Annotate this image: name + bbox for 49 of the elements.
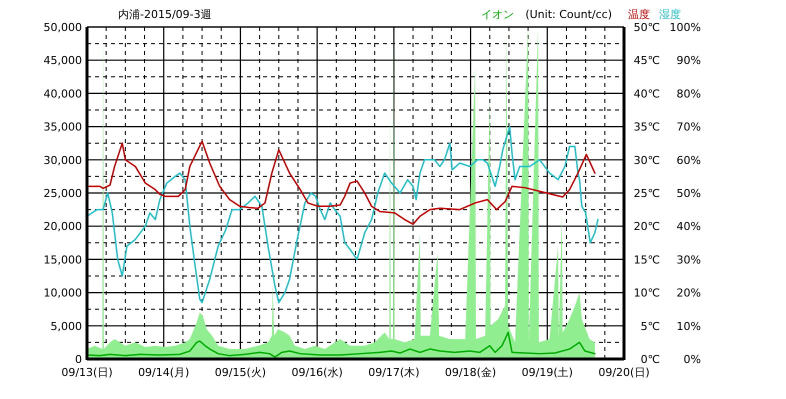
y3-tick-label: 70%	[676, 120, 701, 134]
y-tick-label: 30,000	[44, 154, 82, 167]
x-tick-label: 09/13(日)	[61, 366, 113, 379]
y3-tick-label: 20%	[676, 286, 701, 300]
text: (Unit: Count/cc)	[525, 8, 612, 21]
line-series	[86, 140, 596, 225]
x-tick-label: 09/17(木)	[368, 366, 420, 379]
y2-tick-label: 20℃	[634, 220, 660, 234]
x-tick-label: 09/15(火)	[214, 366, 266, 379]
y2-tick-label: 50℃	[634, 21, 660, 34]
x-tick-label: 09/20(日)	[598, 366, 650, 379]
y2-tick-label: 15℃	[634, 253, 660, 266]
y-tick-label: 15,000	[44, 253, 82, 266]
y2-tick-label: 30℃	[634, 154, 660, 167]
y2-tick-label: 45℃	[634, 54, 660, 68]
y2-tick-label: 35℃	[634, 120, 660, 134]
y3-tick-label: 30%	[676, 253, 701, 266]
y3-axis-title: 湿度	[659, 8, 681, 21]
y3-tick-label: 90%	[676, 54, 701, 68]
y-tick-label: 10,000	[44, 286, 82, 300]
y2-tick-label: 40℃	[634, 87, 660, 100]
x-tick-label: 09/18(金)	[444, 366, 496, 379]
chart-title: 内浦-2015/09-3週	[118, 8, 212, 21]
x-tick-label: 09/14(月)	[138, 366, 190, 379]
y3-tick-label: 40%	[676, 220, 701, 234]
text: イオン	[481, 8, 514, 21]
y-tick-label: 40,000	[44, 87, 82, 100]
y-tick-label: 20,000	[44, 220, 82, 234]
x-tick-label: 09/19(土)	[522, 366, 573, 379]
y3-tick-label: 50%	[676, 187, 701, 200]
line-series	[86, 126, 599, 304]
y-tick-label: 5,000	[50, 320, 82, 333]
y-tick-label: 25,000	[44, 187, 82, 200]
y3-tick-label: 10%	[676, 320, 701, 333]
y3-tick-label: 60%	[676, 154, 701, 167]
x-tick-label: 09/16(水)	[291, 366, 343, 379]
y2-tick-label: 25℃	[634, 187, 660, 200]
line-series	[86, 332, 596, 358]
y3-tick-label: 80%	[676, 87, 701, 100]
y2-axis-title: 温度	[628, 8, 650, 21]
y-tick-label: 45,000	[44, 54, 82, 68]
y-tick-label: 50,000	[44, 21, 82, 34]
y2-tick-label: 10℃	[634, 286, 660, 300]
y-tick-label: 35,000	[44, 120, 82, 134]
y2-tick-label: 0℃	[640, 353, 660, 366]
y-tick-label: 0	[75, 353, 82, 366]
y3-tick-label: 100%	[670, 21, 701, 34]
y3-tick-label: 0%	[684, 353, 701, 366]
y2-tick-label: 5℃	[640, 320, 660, 333]
